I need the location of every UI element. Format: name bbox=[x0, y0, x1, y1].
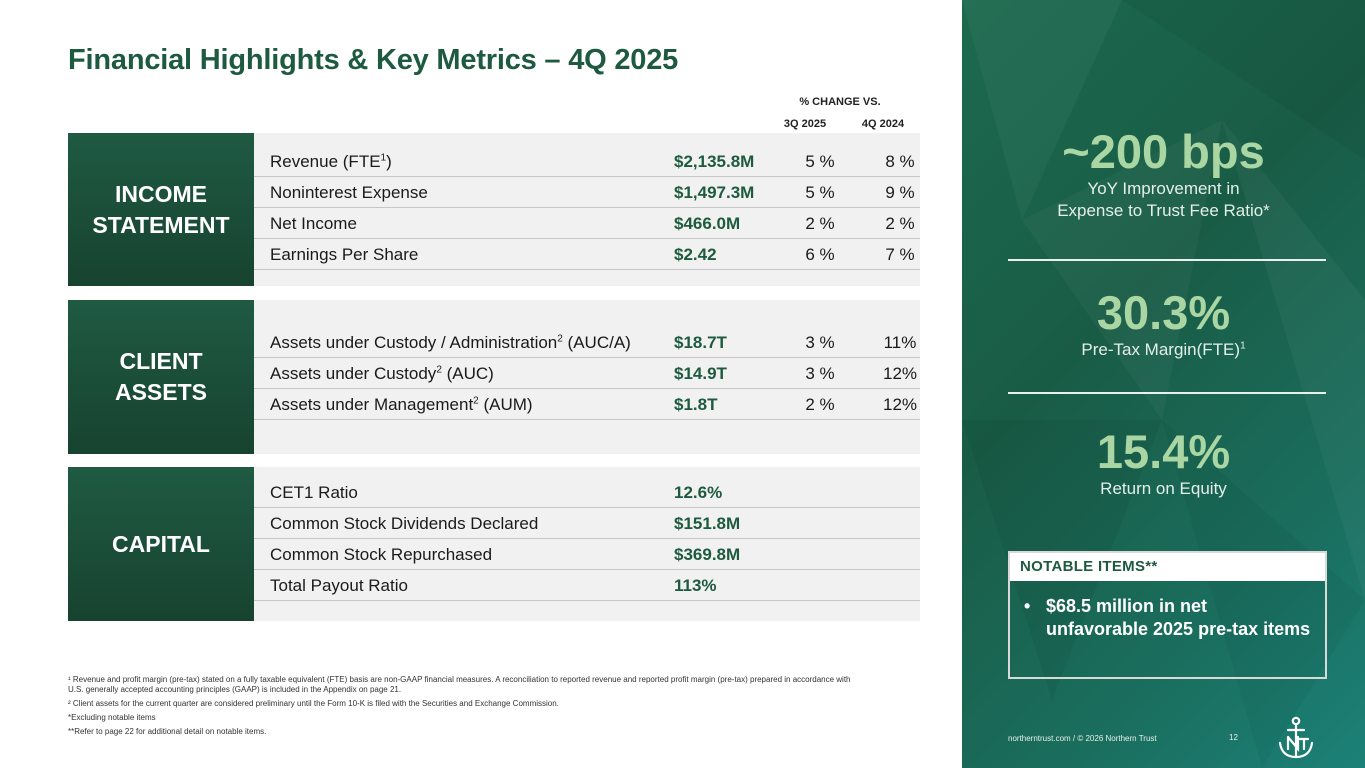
row-label: CET1 Ratio bbox=[270, 483, 358, 502]
row-value: $2,135.8M bbox=[674, 152, 755, 171]
row-value: 113% bbox=[674, 576, 717, 595]
divider bbox=[1008, 259, 1326, 261]
row-label: Revenue (FTE1) bbox=[270, 152, 392, 171]
row-value: $466.0M bbox=[674, 214, 741, 233]
row-value: $1.8T bbox=[674, 395, 718, 414]
notable-items-header: NOTABLE ITEMS** bbox=[1010, 553, 1325, 581]
metric-label: Expense to Trust Fee Ratio* bbox=[1057, 201, 1270, 220]
table-row: Net Income $466.0M 2 % 2 % bbox=[254, 208, 920, 239]
row-value: $2.42 bbox=[674, 245, 717, 264]
income-statement-label: INCOME STATEMENT bbox=[68, 133, 254, 286]
client-assets-table: Assets under Custody / Administration2 (… bbox=[254, 300, 920, 454]
metric-value: ~200 bps bbox=[1062, 125, 1265, 178]
row-change-3q: 5 % bbox=[805, 183, 835, 202]
row-change-3q: 3 % bbox=[805, 364, 835, 383]
row-value: $18.7T bbox=[674, 333, 727, 352]
bullet-icon: • bbox=[1024, 596, 1031, 616]
row-label: Noninterest Expense bbox=[270, 183, 428, 202]
row-label: Net Income bbox=[270, 214, 357, 233]
footnote-4: **Refer to page 22 for additional detail… bbox=[68, 727, 267, 736]
metric-pretax-margin: 30.3% Pre-Tax Margin(FTE)1 bbox=[962, 285, 1365, 361]
row-change-3q: 6 % bbox=[805, 245, 835, 264]
table-row: CET1 Ratio 12.6% bbox=[254, 477, 920, 508]
table-row: Revenue (FTE1) $2,135.8M 5 % 8 % bbox=[254, 146, 920, 177]
background-pattern bbox=[962, 0, 1365, 768]
table-row: Common Stock Repurchased $369.8M bbox=[254, 539, 920, 570]
divider bbox=[1008, 392, 1326, 394]
footnote-2: ² Client assets for the current quarter … bbox=[68, 699, 559, 708]
row-value: $369.8M bbox=[674, 545, 741, 564]
row-label: Common Stock Dividends Declared bbox=[270, 514, 539, 533]
income-statement-section: INCOME STATEMENT Revenue (FTE1) $2,135.8M… bbox=[68, 133, 920, 286]
row-change-3q: 2 % bbox=[805, 395, 835, 414]
page-title: Financial Highlights & Key Metrics – 4Q … bbox=[68, 44, 679, 76]
row-label: Common Stock Repurchased bbox=[270, 545, 493, 564]
row-label: Earnings Per Share bbox=[270, 245, 419, 264]
row-change-4q: 12% bbox=[882, 364, 918, 383]
footnote-3: *Excluding notable items bbox=[68, 713, 156, 722]
row-change-4q: 8 % bbox=[885, 152, 915, 171]
row-value: $14.9T bbox=[674, 364, 727, 383]
capital-section: CAPITAL CET1 Ratio 12.6% Common Stock Di… bbox=[68, 467, 920, 621]
footnote-1: ¹ Revenue and profit margin (pre-tax) st… bbox=[68, 675, 851, 694]
client-assets-label: CLIENT ASSETS bbox=[68, 300, 254, 454]
table-row: Total Payout Ratio 113% bbox=[254, 570, 920, 601]
col-header-4q2024: 4Q 2024 bbox=[861, 118, 905, 130]
capital-table: CET1 Ratio 12.6% Common Stock Dividends … bbox=[254, 467, 920, 621]
row-change-3q: 5 % bbox=[805, 152, 835, 171]
metric-expense-ratio: ~200 bps YoY Improvement in Expense to T… bbox=[962, 124, 1365, 222]
capital-label: CAPITAL bbox=[68, 467, 254, 621]
notable-item: • $68.5 million in net unfavorable 2025 … bbox=[1024, 596, 1311, 639]
metric-return-on-equity: 15.4% Return on Equity bbox=[962, 424, 1365, 500]
row-label: Assets under Management2 (AUM) bbox=[270, 395, 533, 414]
income-statement-table: Revenue (FTE1) $2,135.8M 5 % 8 % Noninte… bbox=[254, 133, 920, 286]
page-number: 12 bbox=[1229, 733, 1238, 742]
northern-trust-logo-icon bbox=[1278, 716, 1314, 759]
row-change-3q: 2 % bbox=[805, 214, 835, 233]
metric-label: Return on Equity bbox=[1100, 479, 1227, 498]
row-label: Assets under Custody / Administration2 (… bbox=[270, 333, 631, 352]
row-value: 12.6% bbox=[674, 483, 723, 502]
client-assets-section: CLIENT ASSETS Assets under Custody / Admi… bbox=[68, 300, 920, 454]
footnotes: ¹ Revenue and profit margin (pre-tax) st… bbox=[68, 675, 868, 741]
metric-label: YoY Improvement in bbox=[1087, 179, 1240, 198]
row-label: Assets under Custody2 (AUC) bbox=[270, 364, 494, 383]
row-change-4q: 12% bbox=[882, 395, 918, 414]
row-value: $1,497.3M bbox=[674, 183, 755, 202]
notable-items-box: NOTABLE ITEMS** • $68.5 million in net u… bbox=[1008, 551, 1327, 679]
metric-value: 30.3% bbox=[1096, 286, 1231, 339]
row-change-4q: 11% bbox=[883, 333, 917, 352]
row-change-3q: 3 % bbox=[805, 333, 835, 352]
row-change-4q: 9 % bbox=[885, 183, 915, 202]
key-metrics-panel: ~200 bps YoY Improvement in Expense to T… bbox=[962, 0, 1365, 768]
col-header-3q2025: 3Q 2025 bbox=[783, 118, 827, 130]
metric-label: Pre-Tax Margin(FTE)1 bbox=[1081, 340, 1246, 359]
table-row: Common Stock Dividends Declared $151.8M bbox=[254, 508, 920, 539]
table-row: Assets under Custody / Administration2 (… bbox=[254, 327, 920, 358]
row-value: $151.8M bbox=[674, 514, 741, 533]
metric-value: 15.4% bbox=[1096, 425, 1231, 478]
row-label: Total Payout Ratio bbox=[270, 576, 408, 595]
table-row: Earnings Per Share $2.42 6 % 7 % bbox=[254, 239, 920, 270]
change-vs-header: % CHANGE VS. bbox=[799, 96, 881, 108]
row-change-4q: 2 % bbox=[885, 214, 915, 233]
table-row: Assets under Management2 (AUM) $1.8T 2 %… bbox=[254, 389, 920, 420]
table-row: Noninterest Expense $1,497.3M 5 % 9 % bbox=[254, 177, 920, 208]
row-change-4q: 7 % bbox=[885, 245, 915, 264]
table-row: Assets under Custody2 (AUC) $14.9T 3 % 1… bbox=[254, 358, 920, 389]
footer-copyright: northerntrust.com / © 2026 Northern Trus… bbox=[1008, 734, 1157, 743]
